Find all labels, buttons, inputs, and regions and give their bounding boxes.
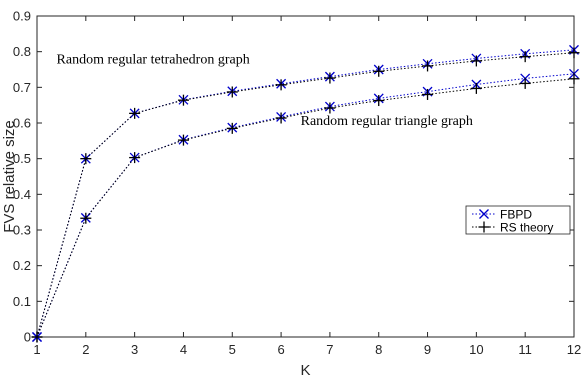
x-tick-label: 7 bbox=[326, 342, 333, 357]
data-point bbox=[177, 134, 189, 146]
plot-area bbox=[36, 15, 575, 338]
legend-label: RS theory bbox=[500, 220, 553, 234]
x-tick-label: 6 bbox=[277, 342, 284, 357]
x-tick-label: 5 bbox=[229, 342, 236, 357]
data-point bbox=[275, 112, 287, 124]
legend-label: FBPD bbox=[500, 207, 532, 221]
series-line bbox=[36, 49, 575, 338]
data-point bbox=[324, 72, 336, 84]
y-tick-label: 0.1 bbox=[13, 294, 31, 309]
data-point bbox=[373, 65, 385, 77]
data-point bbox=[177, 94, 189, 106]
data-point bbox=[519, 77, 531, 89]
legend-marker bbox=[478, 221, 490, 233]
x-tick-label: 10 bbox=[469, 342, 483, 357]
data-point bbox=[422, 88, 434, 100]
x-tick-label: 11 bbox=[518, 342, 532, 357]
series-line bbox=[36, 52, 575, 338]
data-point bbox=[470, 82, 482, 94]
y-tick-label: 0 bbox=[24, 330, 31, 345]
data-point bbox=[275, 79, 287, 91]
y-tick-label: 0.7 bbox=[13, 80, 31, 95]
y-tick-label: 0.4 bbox=[13, 187, 31, 202]
data-point bbox=[129, 152, 141, 164]
data-point bbox=[324, 102, 336, 114]
x-tick-label: 3 bbox=[131, 342, 138, 357]
data-point bbox=[31, 331, 43, 343]
legend-marker bbox=[479, 209, 489, 219]
legend-box bbox=[465, 205, 571, 235]
marker-x-stroke bbox=[479, 209, 489, 219]
data-point bbox=[80, 212, 92, 224]
data-point bbox=[226, 122, 238, 134]
x-tick-label: 9 bbox=[424, 342, 431, 357]
data-point bbox=[470, 55, 482, 67]
x-tick-label: 1 bbox=[33, 342, 40, 357]
x-tick-label: 2 bbox=[82, 342, 89, 357]
data-point bbox=[568, 47, 580, 59]
data-point bbox=[568, 73, 580, 85]
data-point bbox=[80, 153, 92, 165]
y-tick-label: 0.8 bbox=[13, 44, 31, 59]
x-axis-label: K bbox=[300, 362, 310, 379]
y-tick-label: 0.2 bbox=[13, 258, 31, 273]
y-tick-label: 0.5 bbox=[13, 151, 31, 166]
annotation-label: Random regular triangle graph bbox=[301, 114, 473, 129]
series-layer bbox=[31, 44, 580, 343]
y-tick-label: 0.9 bbox=[13, 9, 31, 24]
y-tick-label: 0.3 bbox=[13, 223, 31, 238]
y-tick-label: 0.6 bbox=[13, 116, 31, 131]
data-point bbox=[422, 60, 434, 72]
series-+-3 bbox=[31, 73, 580, 343]
data-point bbox=[373, 95, 385, 107]
series-line bbox=[36, 78, 575, 338]
annotations-layer: Random regular tetrahedron graph Random r… bbox=[57, 52, 473, 128]
series-+-1 bbox=[31, 47, 580, 343]
y-axis-label: FVS relative size bbox=[1, 120, 18, 233]
annotation-label: Random regular tetrahedron graph bbox=[57, 52, 250, 67]
data-point bbox=[129, 107, 141, 119]
x-tick-label: 4 bbox=[180, 342, 187, 357]
ticks-layer: 1 2 3 4 5 6 7 8 9 10 11 1200.10.20.30.40.50.60.70.8… bbox=[13, 9, 581, 358]
data-point bbox=[519, 51, 531, 63]
x-tick-label: 12 bbox=[567, 342, 581, 357]
x-tick-label: 8 bbox=[375, 342, 382, 357]
data-point bbox=[226, 86, 238, 98]
